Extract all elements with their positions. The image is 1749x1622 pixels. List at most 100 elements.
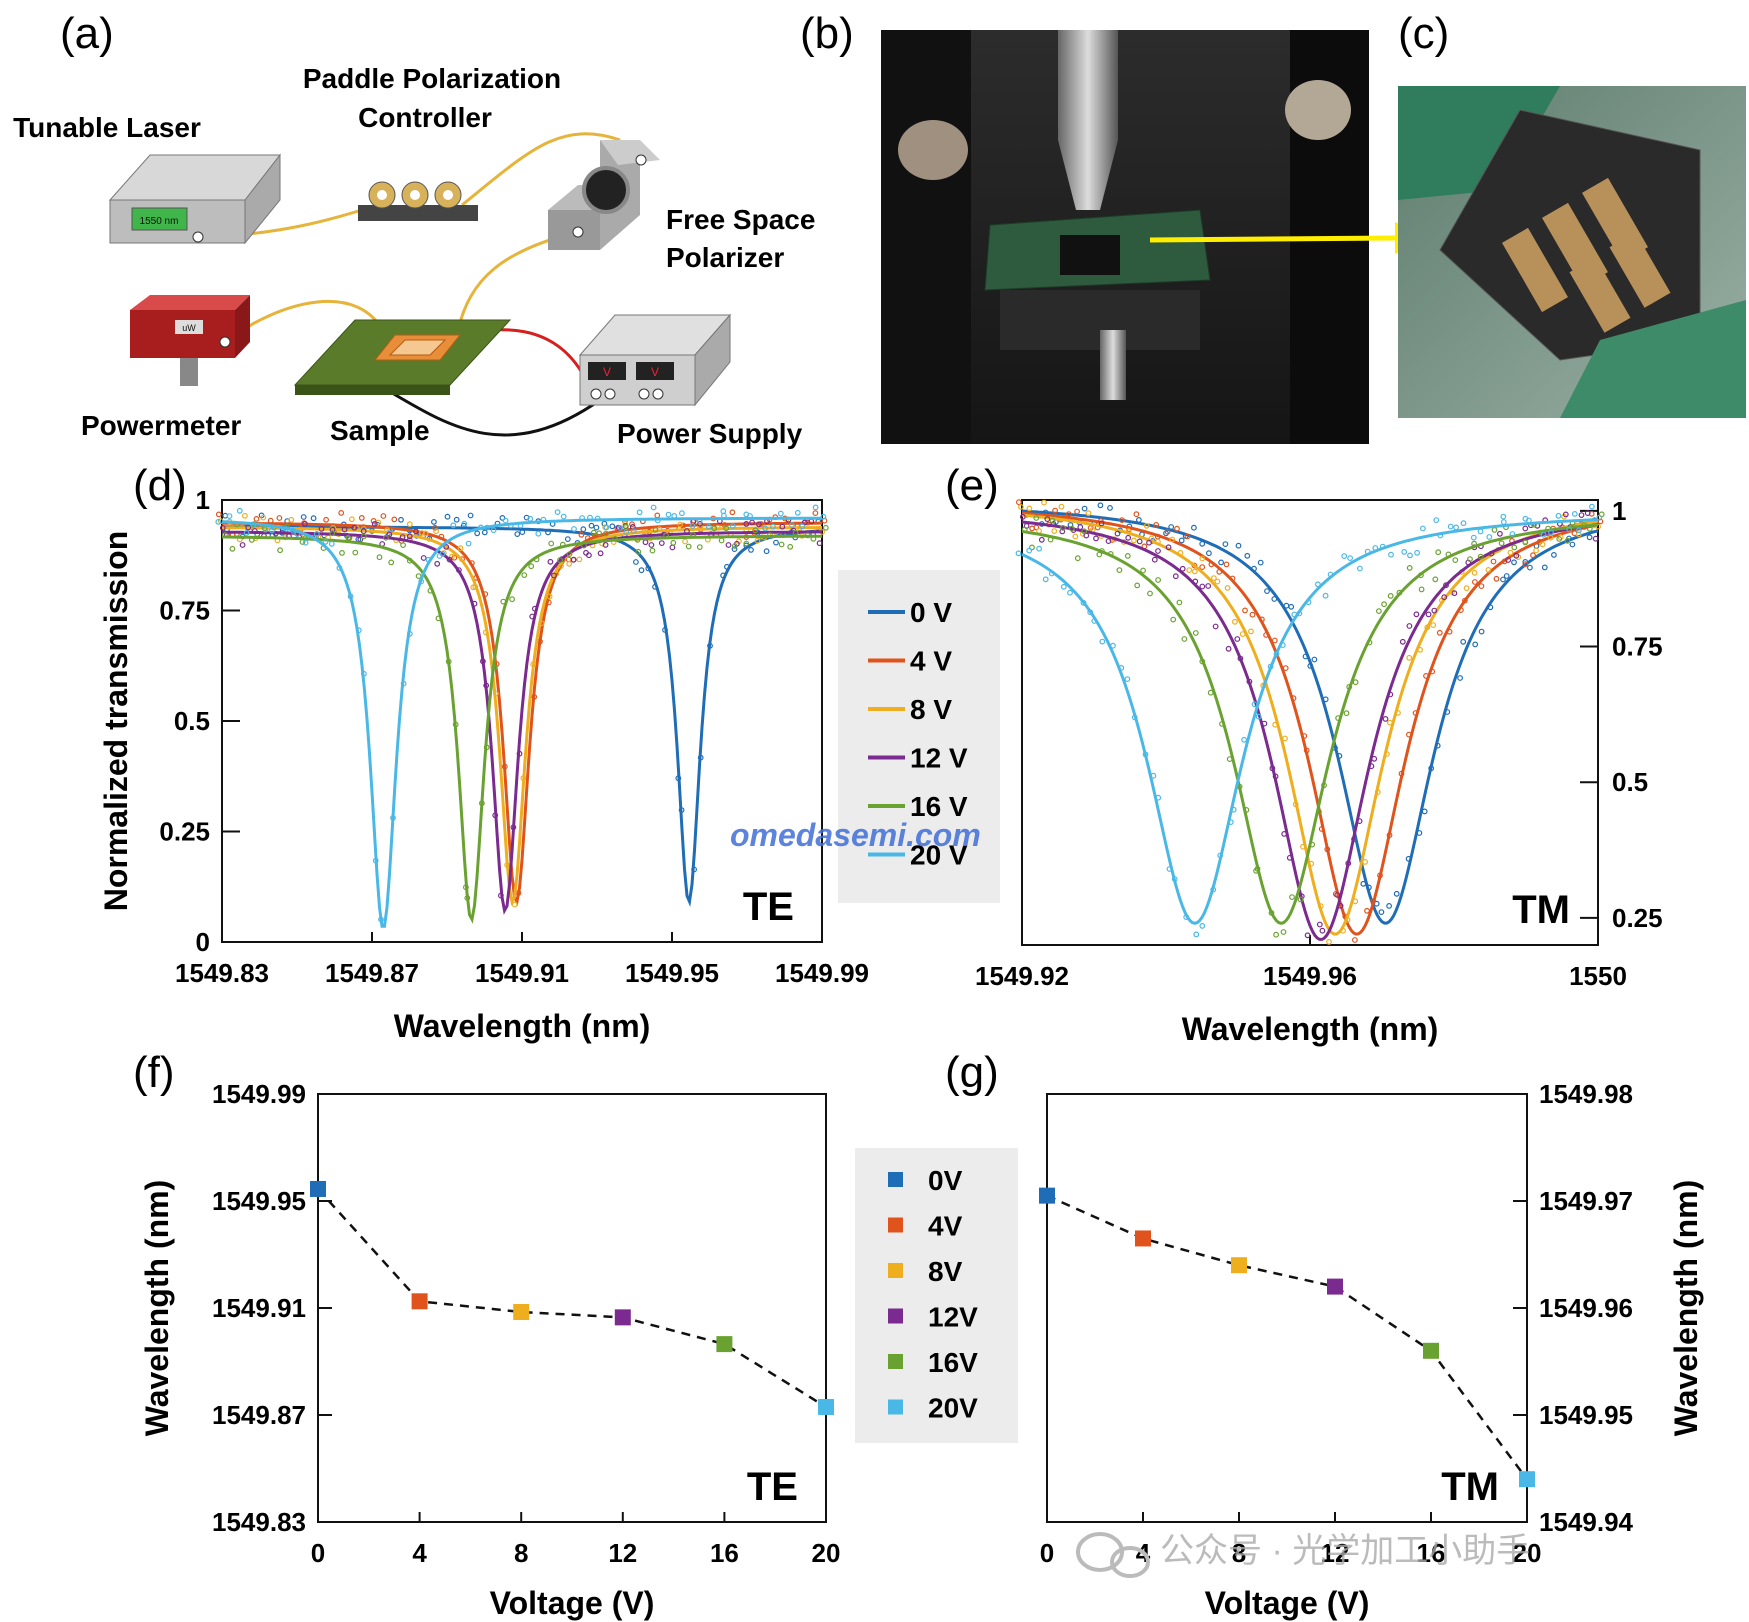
data-point xyxy=(779,523,786,530)
label-sample: Sample xyxy=(330,415,430,446)
data-point xyxy=(510,824,517,831)
data-point xyxy=(571,526,577,532)
data-point xyxy=(1179,565,1186,572)
data-point xyxy=(1428,765,1435,772)
data-point xyxy=(720,508,727,515)
data-point xyxy=(1280,929,1287,935)
data-point xyxy=(1199,658,1206,665)
data-point xyxy=(1116,567,1123,573)
data-point xyxy=(1488,550,1495,557)
data-point xyxy=(1434,742,1441,749)
data-point xyxy=(1471,540,1477,547)
data-point xyxy=(1026,547,1033,554)
data-point xyxy=(472,584,479,590)
data-point xyxy=(1503,573,1510,579)
data-point xyxy=(1372,545,1379,551)
y-axis-label: Wavelength (nm) xyxy=(139,1180,175,1437)
plot-frame xyxy=(1021,499,1599,946)
data-point xyxy=(445,658,452,665)
data-point xyxy=(1288,603,1295,610)
data-point xyxy=(1444,709,1451,715)
data-point xyxy=(820,513,827,520)
data-point xyxy=(262,526,269,533)
supply-display-1: V xyxy=(603,365,611,379)
data-point xyxy=(1093,535,1099,542)
data-point xyxy=(1405,855,1412,862)
data-point xyxy=(360,528,367,535)
data-point xyxy=(415,573,422,579)
data-point xyxy=(603,524,610,531)
y-tick-label: 0.5 xyxy=(174,706,210,736)
panel-label-f: (f) xyxy=(133,1048,175,1097)
data-point xyxy=(1401,549,1408,555)
data-point xyxy=(1324,846,1331,853)
data-point xyxy=(763,548,770,555)
data-point xyxy=(1114,530,1121,537)
data-point xyxy=(723,525,730,532)
data-point xyxy=(1050,521,1057,527)
data-point xyxy=(612,536,618,542)
x-axis-label: Voltage (V) xyxy=(1205,1585,1370,1621)
data-point xyxy=(1556,536,1563,542)
data-point xyxy=(560,513,567,520)
data-point xyxy=(1500,576,1506,583)
data-point xyxy=(302,539,309,546)
data-point xyxy=(1147,590,1153,597)
data-point xyxy=(754,537,761,544)
chart-d-te-transmission: 1549.83 1549.87 1549.91 1549.95 1549.99 0 0.25… xyxy=(98,485,869,1044)
data-point xyxy=(1578,512,1585,518)
data-point xyxy=(1326,939,1332,945)
data-point xyxy=(1212,623,1219,630)
data-point xyxy=(670,539,677,546)
data-point xyxy=(1181,636,1188,642)
data-point xyxy=(406,521,413,528)
data-point xyxy=(1547,534,1554,541)
data-point xyxy=(276,515,283,521)
data-point xyxy=(654,512,661,519)
data-point xyxy=(353,525,360,532)
data-point xyxy=(1015,550,1022,557)
data-point xyxy=(729,523,736,529)
data-point xyxy=(576,556,583,563)
data-point-16v xyxy=(1423,1342,1439,1359)
data-point xyxy=(566,560,573,567)
data-point xyxy=(1047,536,1054,543)
data-point xyxy=(398,516,404,523)
setup-photo xyxy=(881,30,1430,444)
data-point xyxy=(642,539,649,546)
data-point xyxy=(390,815,396,821)
data-point xyxy=(491,664,498,671)
data-point xyxy=(399,534,406,540)
data-point xyxy=(1019,513,1026,520)
data-point xyxy=(1441,594,1448,601)
y-tick-label: 1549.95 xyxy=(1539,1400,1633,1430)
data-point xyxy=(1383,751,1390,757)
data-point xyxy=(500,598,507,605)
data-point xyxy=(322,538,329,545)
data-point xyxy=(1303,747,1310,754)
data-point xyxy=(1217,852,1224,859)
data-point xyxy=(1227,819,1234,825)
data-point xyxy=(1511,559,1517,566)
data-point xyxy=(215,511,222,518)
data-point xyxy=(376,554,383,561)
data-point xyxy=(743,540,750,547)
data-point xyxy=(419,530,425,536)
data-point xyxy=(669,544,676,551)
mode-label: TE xyxy=(747,1465,798,1509)
data-point xyxy=(696,518,703,525)
data-point xyxy=(1226,756,1233,762)
data-point xyxy=(551,572,557,579)
data-point xyxy=(597,550,604,557)
data-point xyxy=(729,509,736,516)
data-point xyxy=(633,559,639,565)
data-point xyxy=(1279,642,1286,648)
x-tick-label: 4 xyxy=(412,1538,427,1568)
data-point xyxy=(251,528,258,534)
legend-label: 16V xyxy=(928,1347,978,1378)
sample-device xyxy=(293,319,512,395)
data-point xyxy=(584,535,591,541)
data-point xyxy=(427,587,434,594)
data-point xyxy=(662,627,668,633)
data-point xyxy=(711,525,718,532)
